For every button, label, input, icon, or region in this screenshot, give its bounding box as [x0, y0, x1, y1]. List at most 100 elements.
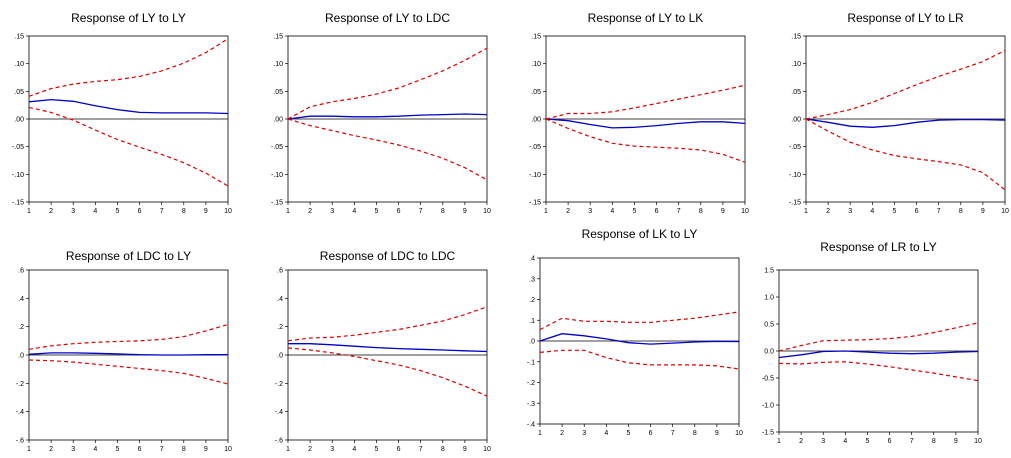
- y-tick-label: .4: [277, 296, 283, 303]
- x-tick-label: 3: [71, 208, 75, 215]
- y-tick-label: 0.0: [764, 349, 774, 356]
- y-tick-label: .15: [531, 34, 541, 41]
- y-tick-label: -.6: [16, 438, 24, 445]
- y-tick-label: .05: [531, 89, 541, 96]
- x-tick-label: 7: [419, 208, 423, 215]
- x-tick-label: 10: [735, 430, 743, 437]
- x-tick-label: 1: [27, 208, 31, 215]
- response-line: [28, 352, 229, 356]
- y-tick-label: .3: [529, 276, 535, 283]
- x-tick-label: 10: [974, 438, 982, 445]
- y-tick-label: -.15: [789, 200, 801, 207]
- x-tick-label: 6: [649, 430, 653, 437]
- x-tick-label: 3: [821, 438, 825, 445]
- y-tick-label: -.6: [275, 438, 283, 445]
- y-tick-label: -.05: [271, 144, 283, 151]
- irf-panel: Response of LY to LY -.15 -.10 -.05 .00 .05 .1…: [12, 11, 232, 215]
- lower-band-line: [778, 361, 979, 382]
- upper-band-line: [805, 49, 1006, 120]
- x-tick-label: 3: [848, 208, 852, 215]
- upper-band-line: [778, 322, 979, 352]
- x-tick-label: 10: [224, 208, 232, 215]
- upper-band-line: [28, 38, 229, 97]
- lower-band-line: [539, 349, 740, 370]
- y-tick-label: .4: [529, 256, 535, 263]
- x-tick-label: 2: [49, 208, 53, 215]
- x-tick-label: 6: [138, 208, 142, 215]
- x-tick-label: 8: [441, 446, 445, 453]
- x-tick-label: 8: [441, 208, 445, 215]
- y-tick-label: 1.0: [764, 295, 774, 302]
- upper-band-line: [539, 311, 740, 331]
- x-tick-label: 2: [49, 446, 53, 453]
- x-tick-label: 2: [566, 208, 570, 215]
- irf-panel: Response of LY to LK -.15 -.10 -.05 .00 .05 .1…: [529, 11, 749, 215]
- y-tick-label: .1: [529, 318, 535, 325]
- x-tick-label: 1: [777, 438, 781, 445]
- x-tick-label: 9: [721, 208, 725, 215]
- x-tick-label: 10: [483, 446, 491, 453]
- lower-band-line: [28, 106, 229, 187]
- y-tick-label: -0.5: [762, 376, 774, 383]
- x-tick-label: 4: [352, 208, 356, 215]
- x-tick-label: 8: [959, 208, 963, 215]
- y-tick-label: .2: [18, 324, 24, 331]
- x-tick-label: 8: [932, 438, 936, 445]
- x-tick-label: 3: [588, 208, 592, 215]
- y-tick-label: -.4: [16, 409, 24, 416]
- x-tick-label: 5: [892, 208, 896, 215]
- y-tick-label: .6: [18, 268, 24, 275]
- x-tick-label: 3: [71, 446, 75, 453]
- y-tick-label: .0: [529, 339, 535, 346]
- x-tick-label: 4: [604, 430, 608, 437]
- x-tick-label: 4: [93, 446, 97, 453]
- y-tick-label: .6: [277, 268, 283, 275]
- upper-band-line: [287, 306, 488, 342]
- y-tick-label: -.10: [789, 172, 801, 179]
- x-tick-label: 1: [544, 208, 548, 215]
- x-tick-label: 10: [1001, 208, 1009, 215]
- response-line: [778, 350, 979, 359]
- y-tick-label: -.3: [527, 401, 535, 408]
- y-tick-label: -.05: [12, 144, 24, 151]
- irf-panel: Response of LDC to LY -.6 -.4 -.2 .0 .2 .4 .6 1 2…: [16, 249, 232, 453]
- x-tick-label: 6: [655, 208, 659, 215]
- irf-panel: Response of LDC to LDC -.6 -.4 -.2 .0 .2 .4 .6 1…: [275, 249, 491, 453]
- y-tick-label: .00: [273, 117, 283, 124]
- x-tick-label: 4: [352, 446, 356, 453]
- y-tick-label: .10: [531, 61, 541, 68]
- x-tick-label: 2: [560, 430, 564, 437]
- response-line: [287, 113, 488, 120]
- y-tick-label: .05: [273, 89, 283, 96]
- response-line: [288, 343, 488, 353]
- x-tick-label: 9: [204, 446, 208, 453]
- y-tick-label: 1.5: [764, 268, 774, 275]
- y-tick-label: 0.5: [764, 322, 774, 329]
- x-tick-label: 5: [115, 208, 119, 215]
- x-tick-label: 7: [910, 438, 914, 445]
- response-line: [539, 333, 740, 345]
- y-tick-label: .00: [531, 117, 541, 124]
- y-tick-label: -.1: [527, 359, 535, 366]
- x-tick-label: 6: [915, 208, 919, 215]
- x-tick-label: 8: [699, 208, 703, 215]
- x-tick-label: 1: [286, 208, 290, 215]
- y-tick-label: .10: [273, 61, 283, 68]
- y-tick-label: -.10: [12, 172, 24, 179]
- y-tick-label: .0: [18, 353, 24, 360]
- x-tick-label: 7: [671, 430, 675, 437]
- x-tick-label: 9: [715, 430, 719, 437]
- panel-title: Response of LY to LK: [588, 11, 704, 25]
- x-tick-label: 2: [826, 208, 830, 215]
- lower-band-line: [545, 118, 746, 163]
- x-tick-label: 5: [374, 446, 378, 453]
- y-tick-label: .10: [14, 61, 24, 68]
- x-tick-label: 9: [954, 438, 958, 445]
- x-tick-label: 7: [937, 208, 941, 215]
- lower-band-line: [287, 347, 488, 397]
- panel-title: Response of LR to LY: [820, 240, 937, 254]
- x-tick-label: 2: [308, 208, 312, 215]
- y-tick-label: -.15: [271, 200, 283, 207]
- irf-panel: Response of LY to LR -.15 -.10 -.05 .00 .05 .1…: [789, 11, 1009, 215]
